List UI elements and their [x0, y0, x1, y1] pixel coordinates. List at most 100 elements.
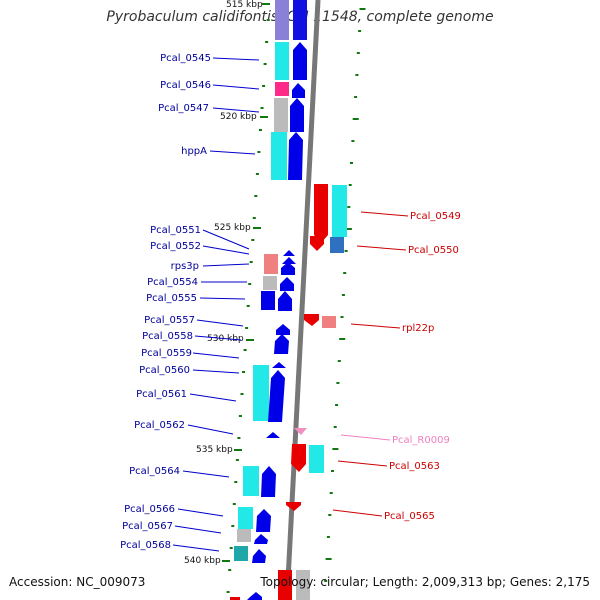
gene-arrow[interactable] [278, 570, 292, 600]
gene-arrow[interactable] [254, 534, 268, 544]
tick-mark [235, 459, 239, 461]
accession-text: Accession: NC_009073 [9, 575, 146, 589]
gene-arrow[interactable] [293, 0, 307, 40]
gene-block[interactable] [296, 570, 310, 600]
tick-mark [356, 52, 360, 54]
gene-label[interactable]: Pcal_0562 [134, 420, 185, 431]
ruler-label-525: 525 kbp [214, 223, 251, 233]
gene-arrow[interactable] [304, 314, 319, 326]
gene-label[interactable]: rpl22p [402, 323, 434, 334]
gene-block[interactable] [275, 42, 289, 80]
gene-arrow[interactable] [293, 42, 307, 80]
gene-label[interactable]: Pcal_0545 [160, 53, 211, 64]
ruler-label-520: 520 kbp [220, 112, 257, 122]
gene-block[interactable] [322, 316, 336, 328]
gene-block[interactable] [264, 254, 278, 274]
gene-arrow[interactable] [291, 444, 306, 472]
gene-block[interactable] [234, 546, 248, 561]
gene-label[interactable]: Pcal_0563 [389, 461, 440, 472]
tick-mark [358, 30, 362, 32]
forward-genes [234, 0, 307, 600]
gene-block[interactable] [330, 237, 344, 253]
gene-block[interactable] [275, 82, 289, 96]
gene-arrow[interactable] [256, 509, 271, 532]
tick-mark [329, 492, 333, 494]
gene-arrow[interactable] [283, 250, 295, 256]
gene-block[interactable] [237, 529, 251, 542]
trna-arrow[interactable] [294, 428, 307, 435]
ruler-label-515: 515 kbp [226, 0, 263, 10]
gene-arrow[interactable] [276, 324, 290, 335]
gene-arrow[interactable] [247, 592, 262, 600]
gene-block[interactable] [253, 365, 269, 421]
gene-arrow[interactable] [278, 291, 292, 311]
gene-label[interactable]: Pcal_0558 [142, 331, 193, 342]
gene-block[interactable] [238, 507, 253, 529]
tick-mark [240, 393, 244, 395]
gene-label[interactable]: Pcal_0551 [150, 225, 201, 236]
tick-mark [266, 19, 270, 21]
gene-label[interactable]: Pcal_0561 [136, 389, 187, 400]
tick-mark [246, 305, 250, 307]
gene-arrow[interactable] [274, 334, 289, 354]
tick-mark [238, 415, 242, 417]
gene-arrow[interactable] [252, 549, 266, 563]
tick-mark [262, 85, 266, 87]
gene-arrow[interactable] [261, 466, 276, 497]
gene-label[interactable]: Pcal_0560 [139, 365, 190, 376]
tick-mark [335, 404, 339, 406]
gene-label[interactable]: Pcal_0547 [158, 103, 209, 114]
tick-mark [355, 74, 359, 76]
gene-label[interactable]: Pcal_0568 [120, 540, 171, 551]
gene-label[interactable]: Pcal_0559 [141, 348, 192, 359]
gene-label[interactable]: Pcal_0546 [160, 80, 211, 91]
gene-label[interactable]: Pcal_0567 [122, 521, 173, 532]
tick-mark [344, 250, 348, 252]
tick-mark [328, 514, 332, 516]
tick-mark [347, 206, 351, 208]
tick-mark [343, 272, 347, 274]
gene-label[interactable]: Pcal_0552 [150, 241, 201, 252]
gene-label[interactable]: Pcal_R0009 [392, 435, 450, 446]
gene-block[interactable] [271, 132, 287, 180]
gene-arrow[interactable] [290, 98, 304, 132]
gene-arrow[interactable] [310, 236, 324, 251]
gene-label[interactable]: Pcal_0565 [384, 511, 435, 522]
gene-arrow[interactable] [286, 502, 301, 511]
gene-label[interactable]: Pcal_0557 [144, 315, 195, 326]
gene-label[interactable]: Pcal_0564 [129, 466, 180, 477]
gene-label[interactable]: Pcal_0550 [408, 245, 459, 256]
tick-mark [345, 228, 352, 230]
gene-block[interactable] [309, 445, 324, 473]
tick-mark [350, 162, 353, 164]
gene-label[interactable]: rps3p [171, 261, 199, 272]
gene-block[interactable] [332, 185, 347, 237]
gene-label[interactable]: Pcal_0555 [146, 293, 197, 304]
tick-mark [229, 547, 233, 549]
gene-label[interactable]: Pcal_0554 [147, 277, 198, 288]
gene-block[interactable] [274, 98, 288, 132]
gene-arrow[interactable] [288, 132, 303, 180]
gene-block[interactable] [275, 0, 289, 40]
gene-arrow[interactable] [281, 262, 295, 275]
gene-arrow[interactable] [272, 362, 286, 368]
gene-label[interactable]: hppA [181, 146, 207, 157]
gene-arrow[interactable] [314, 184, 328, 243]
gene-arrow[interactable] [268, 370, 285, 422]
gene-block[interactable] [243, 466, 259, 496]
gene-arrow[interactable] [292, 83, 305, 98]
tick-mark [341, 294, 345, 296]
gene-arrow[interactable] [282, 257, 296, 264]
gene-label[interactable]: Pcal_0549 [410, 211, 461, 222]
tick-mark [242, 371, 245, 373]
gene-arrow[interactable] [280, 277, 294, 291]
tick-mark [251, 239, 255, 241]
tick-mark [257, 151, 261, 153]
gene-block[interactable] [263, 276, 277, 290]
gene-block[interactable] [230, 597, 240, 600]
gene-arrow[interactable] [266, 432, 280, 438]
tick-mark [333, 426, 337, 428]
gene-label[interactable]: Pcal_0566 [124, 504, 175, 515]
gene-block[interactable] [261, 291, 275, 310]
